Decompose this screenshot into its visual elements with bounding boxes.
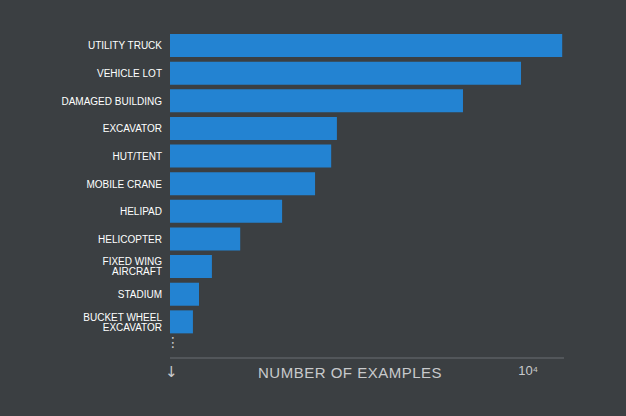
svg-text:BUCKET WHEELEXCAVATOR: BUCKET WHEELEXCAVATOR	[83, 312, 162, 333]
svg-text:STADIUM: STADIUM	[118, 289, 162, 300]
svg-text:DAMAGED BUILDING: DAMAGED BUILDING	[61, 96, 162, 107]
svg-text:MOBILE CRANE: MOBILE CRANE	[86, 179, 162, 190]
svg-text:EXCAVATOR: EXCAVATOR	[103, 123, 162, 134]
svg-text:FIXED WINGAIRCRAFT: FIXED WINGAIRCRAFT	[103, 256, 163, 277]
svg-text:HUT/TENT: HUT/TENT	[113, 151, 162, 162]
svg-text:HELICOPTER: HELICOPTER	[98, 234, 162, 245]
svg-text:10⁴: 10⁴	[518, 363, 538, 378]
svg-text:HELIPAD: HELIPAD	[120, 206, 162, 217]
svg-text:UTILITY TRUCK: UTILITY TRUCK	[88, 40, 162, 51]
html-text:NUMBER OF EXAMPLES: NUMBER OF EXAMPLES	[258, 364, 442, 381]
svg-text:VEHICLE LOT: VEHICLE LOT	[97, 68, 162, 79]
